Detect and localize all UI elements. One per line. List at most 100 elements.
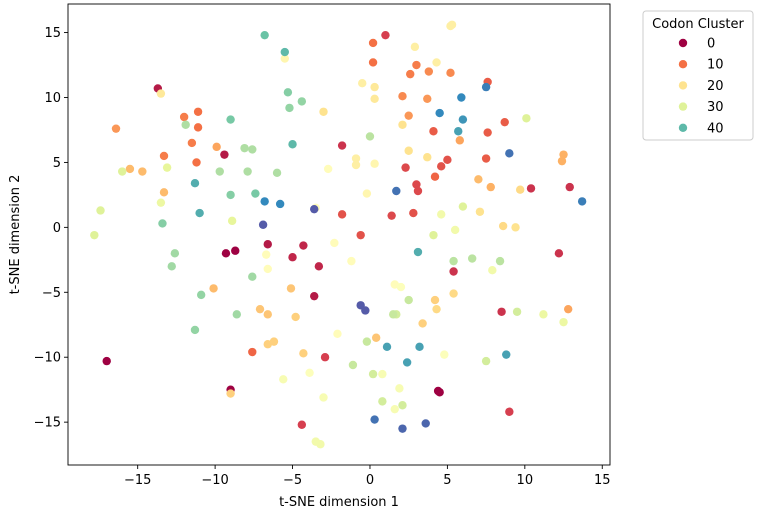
scatter-point xyxy=(474,175,483,184)
scatter-point xyxy=(260,197,269,206)
scatter-point xyxy=(365,132,375,141)
scatter-point xyxy=(389,310,398,319)
scatter-point xyxy=(398,424,407,433)
x-tick-label: 15 xyxy=(594,473,611,488)
scatter-point xyxy=(209,284,218,293)
scatter-point xyxy=(316,440,325,449)
scatter-point xyxy=(195,208,204,218)
scatter-point xyxy=(358,79,367,88)
scatter-point xyxy=(559,317,568,327)
scatter-point xyxy=(382,342,392,352)
y-tick-label: 5 xyxy=(53,156,61,171)
scatter-point xyxy=(111,124,121,133)
scatter-point xyxy=(370,82,379,92)
scatter-point xyxy=(458,115,468,124)
scatter-point xyxy=(563,304,573,314)
scatter-point xyxy=(288,253,297,262)
scatter-point xyxy=(368,38,378,48)
scatter-point xyxy=(138,167,147,176)
scatter-point xyxy=(351,160,361,170)
scatter-point xyxy=(577,197,587,206)
scatter-point xyxy=(212,142,221,152)
scatter-point xyxy=(371,333,381,342)
scatter-point xyxy=(269,337,279,346)
scatter-point xyxy=(370,415,379,424)
y-tick-label: 10 xyxy=(44,91,61,106)
scatter-point xyxy=(481,356,491,366)
legend-label: 10 xyxy=(707,58,724,73)
legend-marker xyxy=(678,123,688,132)
scatter-point xyxy=(190,325,200,335)
scatter-point xyxy=(454,127,463,136)
scatter-point xyxy=(437,210,446,219)
scatter-point xyxy=(449,267,458,276)
scatter-point xyxy=(429,230,438,240)
scatter-point xyxy=(286,284,296,293)
scatter-point xyxy=(406,69,415,79)
scatter-point xyxy=(497,307,506,316)
scatter-point xyxy=(232,310,241,319)
scatter-point xyxy=(526,184,536,193)
scatter-point xyxy=(351,154,361,163)
scatter-point xyxy=(450,225,460,235)
scatter-point xyxy=(263,240,272,249)
scatter-point xyxy=(467,254,477,263)
ticks-layer: −15 −10 −5 0 5 10 15 −15 −10 −5 0 5 10 15 xyxy=(34,26,611,488)
scatter-point xyxy=(440,350,449,359)
legend: Codon Cluster 0 10 20 30 40 xyxy=(642,10,754,141)
scatter-point xyxy=(368,369,378,379)
scatter-point xyxy=(505,149,514,158)
scatter-point xyxy=(221,249,231,258)
scatter-point xyxy=(159,151,169,161)
scatter-point xyxy=(481,154,491,163)
scatter-point xyxy=(430,172,440,181)
scatter-point xyxy=(435,108,444,118)
scatter-point xyxy=(297,420,307,429)
scatter-point xyxy=(263,310,272,319)
scatter-point xyxy=(410,42,420,52)
scatter-point xyxy=(251,189,260,198)
scatter-point xyxy=(156,198,166,207)
scatter-point xyxy=(260,30,269,40)
scatter-point xyxy=(96,206,105,215)
scatter-point xyxy=(381,30,390,40)
scatter-point xyxy=(435,388,444,397)
scatter-point xyxy=(402,358,412,367)
scatter-point xyxy=(498,221,508,231)
scatter-point xyxy=(430,295,440,305)
scatter-point xyxy=(297,97,307,106)
scatter-point xyxy=(299,349,308,358)
scatter-point xyxy=(495,256,505,266)
scatter-point xyxy=(423,153,432,162)
scatter-point xyxy=(387,211,396,220)
scatter-point xyxy=(412,60,421,70)
scatter-point xyxy=(263,264,272,274)
scatter-point xyxy=(522,114,531,123)
scatter-point xyxy=(398,120,407,129)
legend-entries: 0 10 20 30 40 xyxy=(678,37,724,136)
scatter-point xyxy=(291,312,300,322)
scatter-point xyxy=(280,54,289,63)
scatter-point xyxy=(554,249,564,258)
scatter-point xyxy=(337,141,347,150)
scatter-point xyxy=(310,291,319,301)
scatter-point xyxy=(305,368,314,377)
scatter-point xyxy=(240,143,249,153)
scatter-point xyxy=(512,307,522,316)
scatter-point xyxy=(158,219,167,228)
scatter-point xyxy=(395,384,404,393)
scatter-point xyxy=(347,256,356,266)
scatter-point xyxy=(398,92,407,101)
scatter-point xyxy=(348,360,358,370)
scatter-point xyxy=(187,138,197,148)
scatter-point xyxy=(279,375,288,384)
scatter-point xyxy=(423,94,432,104)
x-tick-label: 0 xyxy=(366,473,374,488)
scatter-point xyxy=(288,140,297,149)
scatter-point xyxy=(557,156,567,166)
scatter-point xyxy=(243,167,252,176)
scatter-point xyxy=(443,155,452,165)
scatter-point xyxy=(429,127,438,136)
scatter-point xyxy=(502,350,511,359)
